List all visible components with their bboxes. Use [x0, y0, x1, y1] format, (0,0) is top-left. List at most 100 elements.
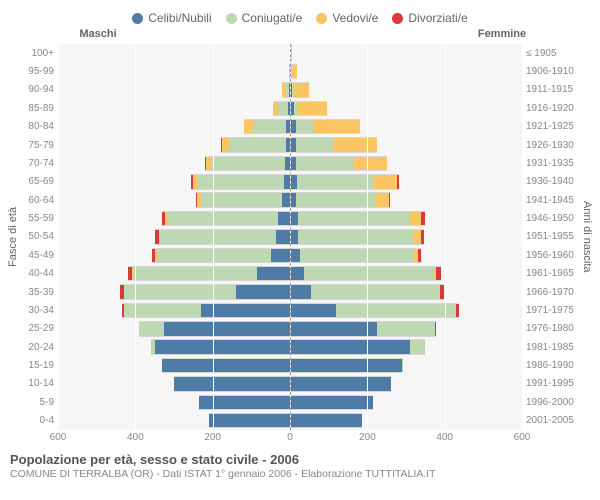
birth-label: 1936-1940	[526, 173, 580, 191]
segment-co	[253, 119, 286, 134]
female-bar	[290, 266, 522, 281]
female-bar	[290, 211, 522, 226]
segment-co	[297, 174, 374, 189]
male-bar	[58, 64, 290, 79]
legend-label: Divorziati/e	[408, 11, 467, 25]
segment-c	[290, 358, 402, 373]
center-line	[290, 44, 291, 430]
segment-c	[174, 376, 290, 391]
birth-label: 1916-1920	[526, 99, 580, 117]
segment-d	[418, 248, 421, 263]
age-label: 30-34	[20, 301, 54, 319]
chart-area: Fasce di età 100+95-9990-9485-8980-8475-…	[6, 44, 594, 430]
age-label: 20-24	[20, 338, 54, 356]
segment-d	[421, 229, 424, 244]
female-bar	[290, 395, 522, 410]
segment-co	[296, 119, 313, 134]
female-bar	[290, 156, 522, 171]
segment-co	[298, 229, 414, 244]
segment-c	[290, 211, 298, 226]
segment-co	[296, 192, 375, 207]
segment-c	[290, 395, 373, 410]
birth-label: 1981-1985	[526, 338, 580, 356]
male-bar	[58, 211, 290, 226]
segment-v	[293, 82, 308, 97]
segment-c	[290, 174, 297, 189]
segment-c	[209, 413, 290, 428]
segment-c	[201, 303, 290, 318]
legend-item: Divorziati/e	[392, 11, 467, 25]
legend: Celibi/NubiliConiugati/eVedovi/eDivorzia…	[6, 8, 594, 28]
x-tick: 600	[514, 432, 531, 443]
birth-label: 1961-1965	[526, 265, 580, 283]
male-bar	[58, 413, 290, 428]
segment-c	[162, 358, 290, 373]
segment-co	[278, 101, 288, 116]
segment-c	[236, 284, 290, 299]
age-label: 95-99	[20, 62, 54, 80]
segment-v	[375, 192, 389, 207]
x-tick: 400	[127, 432, 144, 443]
segment-c	[290, 376, 391, 391]
female-bar	[290, 137, 522, 152]
age-label: 90-94	[20, 81, 54, 99]
birth-label: 1941-1945	[526, 191, 580, 209]
age-label: 55-59	[20, 209, 54, 227]
legend-swatch	[226, 13, 237, 24]
female-bar	[290, 376, 522, 391]
age-label: 65-69	[20, 173, 54, 191]
birth-label: 1951-1955	[526, 228, 580, 246]
segment-co	[402, 358, 403, 373]
male-bar	[58, 358, 290, 373]
legend-swatch	[392, 13, 403, 24]
birth-label: 1921-1925	[526, 118, 580, 136]
female-bar	[290, 303, 522, 318]
chart-title: Popolazione per età, sesso e stato civil…	[10, 452, 594, 467]
age-label: 5-9	[20, 393, 54, 411]
gridline	[367, 44, 368, 430]
segment-c	[290, 339, 410, 354]
age-label: 10-14	[20, 375, 54, 393]
header-female: Femmine	[300, 28, 594, 44]
male-bar	[58, 303, 290, 318]
gridline	[135, 44, 136, 430]
segment-co	[133, 266, 257, 281]
segment-v	[313, 119, 359, 134]
age-label: 70-74	[20, 154, 54, 172]
male-bar	[58, 229, 290, 244]
male-bar	[58, 156, 290, 171]
chart-container: Celibi/NubiliConiugati/eVedovi/eDivorzia…	[0, 0, 600, 500]
male-bar	[58, 266, 290, 281]
age-label: 45-49	[20, 246, 54, 264]
birth-label: 1926-1930	[526, 136, 580, 154]
segment-v	[374, 174, 397, 189]
segment-d	[456, 303, 459, 318]
birth-label: 1956-1960	[526, 246, 580, 264]
male-bar	[58, 284, 290, 299]
y-axis-right-label: Anni di nascita	[580, 44, 594, 430]
segment-c	[282, 192, 290, 207]
segment-v	[414, 229, 421, 244]
gridline	[445, 44, 446, 430]
female-bar	[290, 119, 522, 134]
plot-area	[58, 44, 522, 430]
gridline	[58, 44, 59, 430]
x-axis: 6004002000200400600	[58, 430, 522, 448]
segment-c	[290, 284, 311, 299]
age-label: 25-29	[20, 320, 54, 338]
male-bar	[58, 101, 290, 116]
age-label: 0-4	[20, 412, 54, 430]
header-male: Maschi	[6, 28, 300, 44]
female-bar	[290, 284, 522, 299]
female-bar	[290, 248, 522, 263]
segment-v	[334, 137, 377, 152]
segment-co	[139, 321, 164, 336]
segment-v	[244, 119, 254, 134]
segment-c	[290, 248, 300, 263]
legend-item: Coniugati/e	[226, 11, 303, 25]
birth-label: ≤ 1905	[526, 44, 580, 62]
segment-co	[311, 284, 439, 299]
male-bar	[58, 45, 290, 60]
birth-label: 1906-1910	[526, 62, 580, 80]
female-bar	[290, 321, 522, 336]
